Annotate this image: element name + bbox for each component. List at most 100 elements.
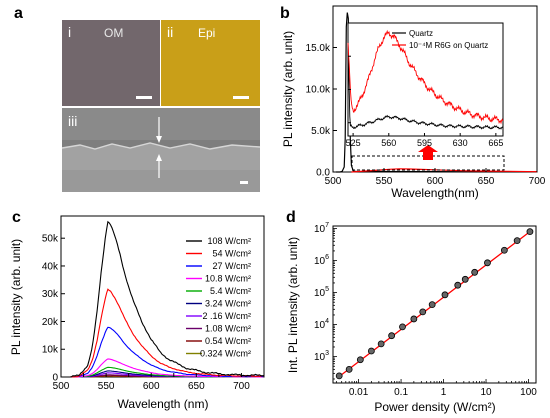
data-point (345, 365, 353, 373)
epi-scale-bar (233, 96, 249, 99)
plot-c-ytick-label: 10k (42, 345, 59, 356)
inset-pointer-arrow (418, 145, 438, 160)
om-image-noise (62, 20, 160, 106)
plot-b-xtick-label: 700 (529, 176, 546, 187)
plot-d-ytick-label: 104 (314, 318, 329, 331)
inset-xtick-label: 630 (453, 138, 468, 148)
plot-c-ytick-label: 30k (42, 289, 59, 300)
panel-a-label: a (14, 5, 23, 22)
plot-d-ytick-label: 103 (314, 350, 329, 363)
inset-xtick-label: 595 (417, 138, 432, 148)
data-point (335, 372, 343, 380)
panel-d-label: d (286, 209, 296, 226)
epi-image (161, 20, 260, 106)
sem-film-edge (61, 142, 261, 150)
plot-d-xtick-label: 0.01 (349, 387, 369, 398)
plot-c-xlabel: Wavelength (nm) (118, 397, 209, 411)
plot-c-ytick-label: 0 (52, 373, 58, 384)
plot-c-series-2 (69, 326, 264, 378)
plot-c-ytick-label: 50k (42, 234, 59, 245)
data-point (419, 308, 427, 316)
epi-numeral: ii (167, 24, 173, 40)
panel-c-label: c (12, 209, 21, 226)
plot-d-ytick-label: 106 (314, 254, 329, 267)
data-point (388, 332, 396, 340)
plot-b-xlabel: Wavelength(nm) (391, 186, 479, 200)
plot-c-xtick-label: 500 (53, 381, 70, 392)
sem-numeral: iii (68, 113, 77, 129)
plot-b-xtick-label: 550 (376, 176, 393, 187)
data-point (461, 275, 469, 283)
sem-scale-bar (240, 181, 248, 184)
plot-b-xtick-label: 500 (325, 176, 342, 187)
plot-c-ticks: 500 550 600 650 700 0 10k 20k 30k 40k 50k (42, 234, 265, 392)
plot-c-xtick-label: 700 (233, 381, 250, 392)
data-point (410, 315, 418, 323)
plot-d-marks (335, 228, 534, 380)
data-point (356, 356, 364, 364)
inset-legend: Quartz 10⁻⁴M R6G on Quartz (392, 29, 488, 50)
plot-d-ytick-label: 107 (314, 222, 329, 235)
plot-c-ylabel: PL intensity (arb. unit) (9, 239, 23, 355)
data-point (526, 228, 534, 236)
inset-series-1 (347, 29, 504, 125)
data-point (441, 291, 449, 299)
sem-substrate (62, 170, 260, 192)
plot-c-xtick-label: 600 (143, 381, 160, 392)
plot-b-ticks: 500 550 600 650 700 0.0 5.0k 10.0k 15.0k (306, 43, 546, 187)
plot-b-ytick-label: 15.0k (306, 43, 331, 54)
inset-series-0 (347, 39, 504, 130)
om-numeral: i (68, 24, 71, 40)
legend-r6g: 10⁻⁴M R6G on Quartz (409, 41, 488, 50)
data-point (471, 268, 479, 276)
data-point (500, 246, 508, 254)
inset-xtick-label: 665 (488, 138, 503, 148)
legend-entry: 0.54 W/cm² (205, 336, 251, 346)
plot-b-ytick-label: 10.0k (306, 85, 331, 96)
panel-b-label: b (280, 5, 290, 22)
legend-entry: 3.24 W/cm² (205, 299, 251, 309)
plot-c-legend: 108 W/cm² 54 W/cm² 27 W/cm² 10.8 W/cm² 5.4 W… (186, 236, 251, 359)
legend-entry: 5.4 W/cm² (210, 286, 251, 296)
plot-b-series-1 (351, 168, 538, 173)
plot-b-xtick-label: 650 (478, 176, 495, 187)
legend-entry: 27 W/cm² (212, 261, 251, 271)
plot-b-ytick-label: 0.0 (316, 168, 330, 179)
plot-b-ytick-label: 5.0k (311, 126, 331, 137)
plot-c-series-0 (69, 220, 264, 378)
data-point (399, 323, 406, 331)
plot-c-marks (69, 220, 264, 378)
inset-marks (347, 29, 504, 130)
epi-image-tint (161, 20, 260, 106)
legend-entry: 0.324 W/cm² (200, 349, 251, 359)
plot-d-xtick-label: 0.1 (394, 387, 408, 398)
data-point (367, 347, 375, 355)
data-point (454, 281, 462, 289)
thickness-arrow-bottom (156, 154, 162, 178)
plot-d-ticks: 0.01 0.1 1 10 100 103 104 105 106 107 (314, 222, 537, 398)
plot-d-xlabel: Power density (W/cm²) (374, 400, 495, 414)
epi-title: Epi (198, 26, 215, 40)
data-point (513, 237, 521, 244)
plot-d-xtick-label: 1 (441, 387, 447, 398)
plot-c-series-1 (69, 288, 264, 378)
plot-d-xtick-label: 10 (480, 387, 492, 398)
legend-entry: 108 W/cm² (207, 236, 251, 246)
legend-entry: 10.8 W/cm² (205, 274, 251, 284)
thickness-arrow-top (156, 117, 162, 143)
legend-entry: 1.08 W/cm² (205, 324, 251, 334)
plot-c-ytick-label: 20k (42, 317, 59, 328)
sem-film-layer (62, 143, 260, 170)
om-image (62, 20, 160, 106)
legend-entry: 2 .16 W/cm² (202, 311, 251, 321)
om-scale-bar (136, 96, 152, 99)
legend-quartz: Quartz (409, 29, 433, 38)
om-title: OM (104, 26, 123, 40)
inset-xtick-label: 525 (346, 138, 361, 148)
plot-c-xtick-label: 650 (188, 381, 205, 392)
legend-entry: 54 W/cm² (212, 249, 251, 259)
panel-b: b 500 550 600 650 700 0.0 5.0k 10.0k 15.0k Wavel… (280, 5, 546, 200)
data-point (484, 259, 491, 267)
data-point (377, 340, 385, 348)
